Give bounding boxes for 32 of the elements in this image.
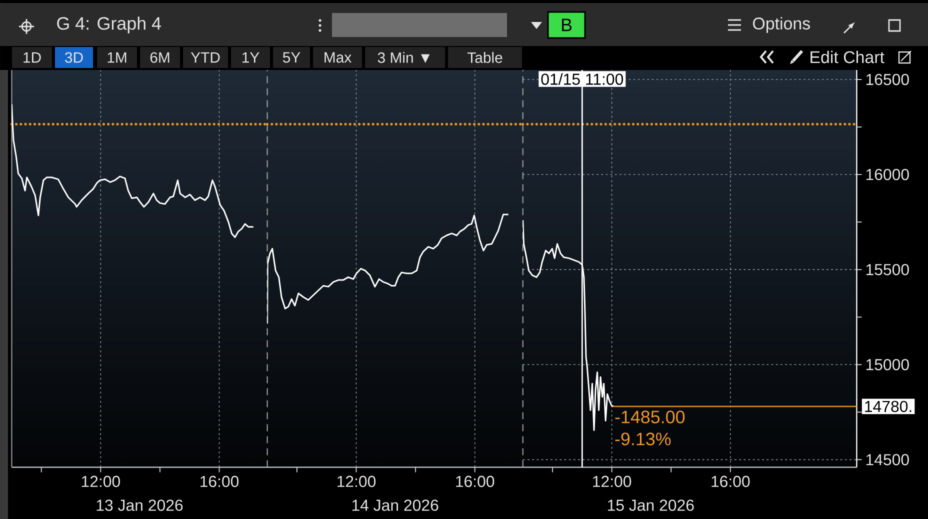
- text: Max: [324, 52, 352, 63]
- x-tick-label: 12:00: [82, 476, 120, 488]
- text: G 4: Graph 4: [57, 16, 162, 34]
- x-axis-title: 14 Jan 2026: [352, 500, 438, 511]
- text: 1D: [24, 52, 41, 63]
- x-axis-title: 13 Jan 2026: [96, 500, 183, 511]
- text: Edit Chart: [810, 50, 884, 64]
- text: 1M: [108, 52, 126, 63]
- text: 3D: [65, 52, 83, 63]
- y-tick-label: 14500: [866, 454, 909, 466]
- text: 5Y: [282, 52, 300, 63]
- ref-line-label: 14780.: [865, 400, 912, 412]
- x-axis-title: 15 Jan 2026: [608, 500, 694, 511]
- annotation: -9.13%: [615, 432, 671, 446]
- y-tick-label: 16500: [866, 74, 909, 86]
- text: 6M: [150, 52, 170, 63]
- x-tick-label: 16:00: [200, 476, 239, 488]
- text: Options: [753, 17, 810, 33]
- ref-line-label: 01/15 11:00: [541, 73, 624, 85]
- text: 1Y: [242, 52, 260, 63]
- annotation: -1485.00: [615, 410, 685, 424]
- y-tick-label: 15000: [866, 358, 909, 370]
- text: YTD: [190, 52, 220, 63]
- text: 3 Min ▼: [378, 52, 430, 64]
- text: B: [562, 18, 572, 32]
- x-tick-label: 16:00: [712, 476, 750, 488]
- x-tick-label: 16:00: [456, 476, 494, 488]
- y-tick-label: 15500: [866, 264, 909, 276]
- y-tick-label: 16000: [866, 168, 909, 180]
- x-tick-label: 12:00: [338, 476, 376, 488]
- x-tick-label: 12:00: [593, 476, 632, 488]
- text: Table: [467, 52, 502, 63]
